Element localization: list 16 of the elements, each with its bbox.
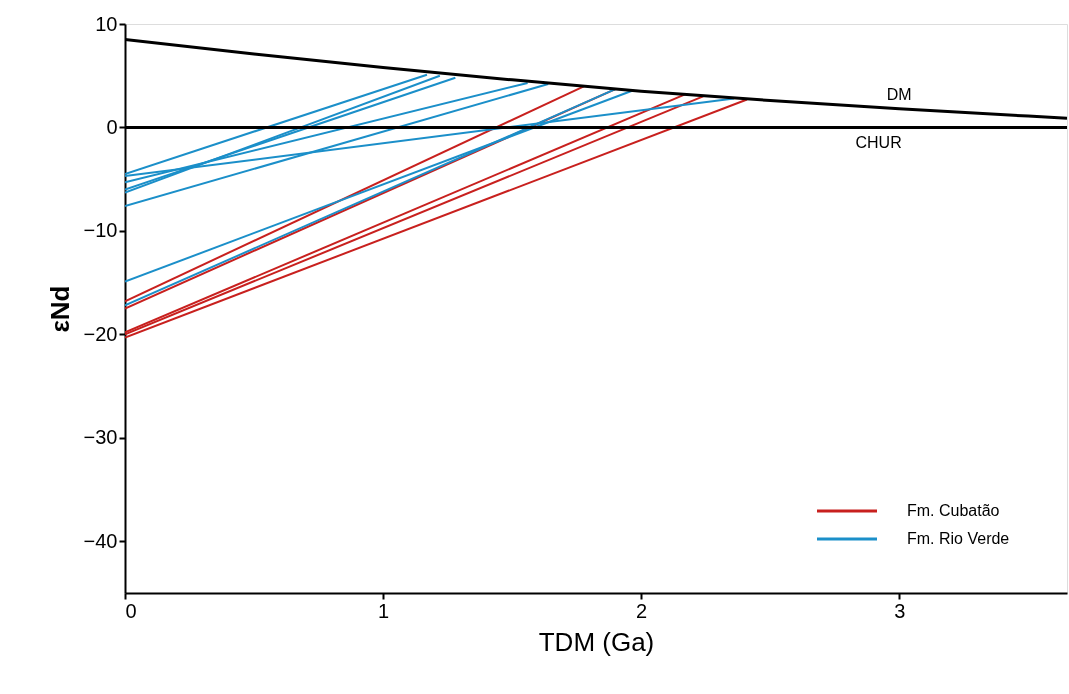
x-tick-label: 0 [125,599,137,622]
y-tick-label: 10 [95,12,118,35]
x-tick-label: 1 [378,599,390,622]
y-tick-label: −30 [83,426,118,449]
legend-label: Fm. Rio Verde [907,530,1010,547]
x-axis-title: TDM (Ga) [538,626,655,657]
y-tick-label: −40 [83,529,118,552]
y-tick-label: −10 [83,219,118,242]
legend-label: Fm. Cubatão [907,502,1000,519]
y-tick-label: −20 [83,322,118,345]
annotation: DM [886,85,912,103]
y-axis-title: εNd [44,285,75,333]
y-tick-label: 0 [106,115,118,138]
ref-line-label: CHUR [855,134,902,152]
x-tick-label: 2 [636,599,648,622]
x-tick-label: 3 [894,599,906,622]
